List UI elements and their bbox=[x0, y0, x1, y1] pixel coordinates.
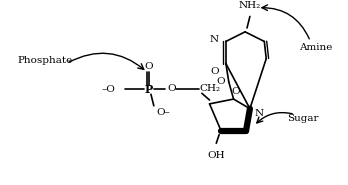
Text: O: O bbox=[145, 62, 153, 71]
Text: NH₂: NH₂ bbox=[239, 1, 261, 10]
Text: –O: –O bbox=[102, 85, 116, 94]
Text: O–: O– bbox=[157, 108, 171, 117]
Text: CH₂: CH₂ bbox=[199, 84, 220, 93]
Text: O: O bbox=[217, 77, 226, 86]
Text: Sugar: Sugar bbox=[287, 114, 318, 123]
Text: O: O bbox=[231, 87, 240, 96]
Text: O: O bbox=[210, 67, 219, 76]
Text: O: O bbox=[168, 84, 176, 93]
Text: N: N bbox=[209, 35, 218, 44]
Text: N: N bbox=[255, 109, 264, 118]
Text: Amine: Amine bbox=[300, 43, 333, 52]
Text: P: P bbox=[145, 84, 153, 95]
Text: OH: OH bbox=[207, 151, 225, 160]
Text: Phosphate: Phosphate bbox=[18, 56, 73, 65]
